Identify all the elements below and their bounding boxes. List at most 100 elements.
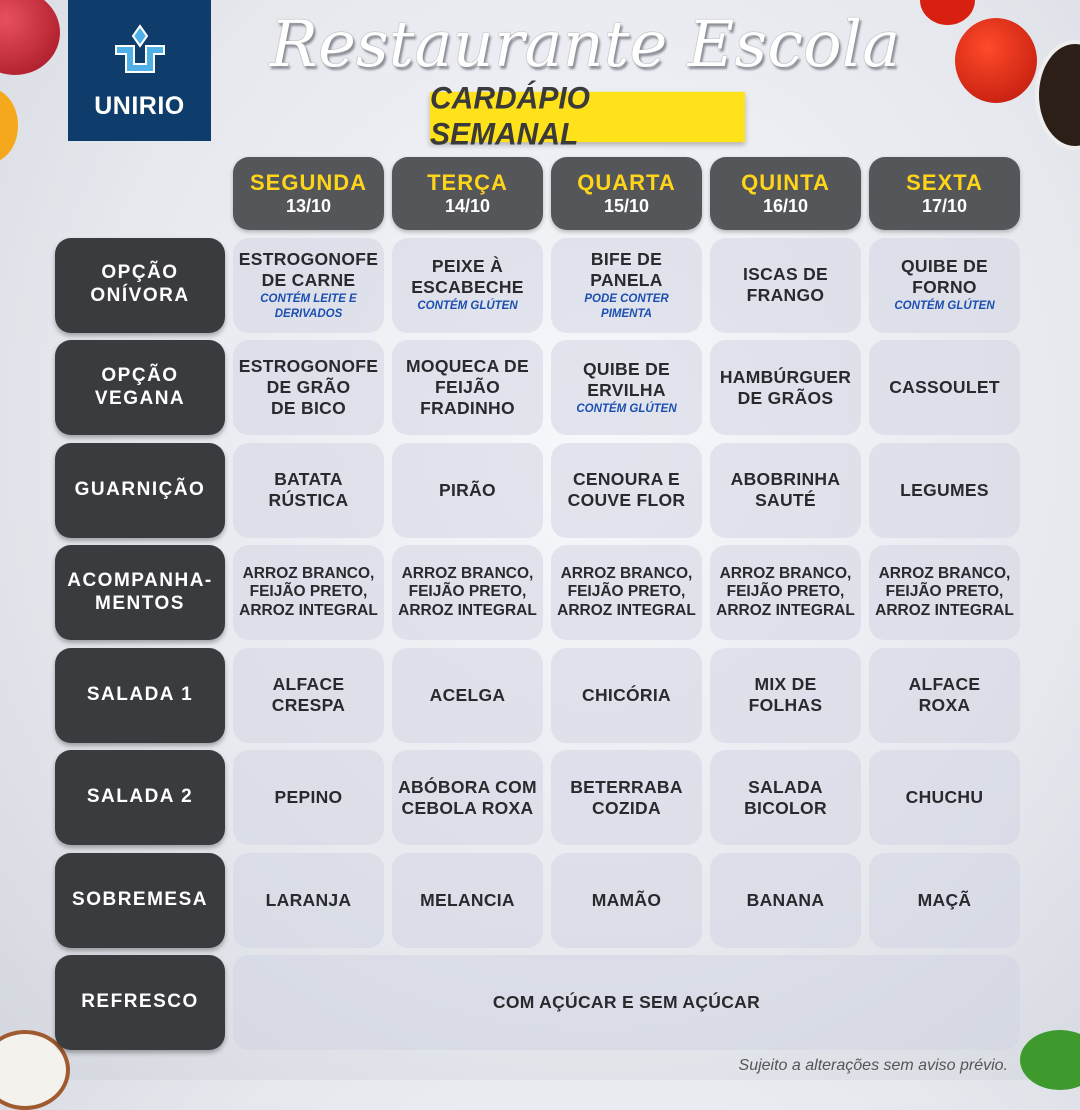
- menu-cell: CASSOULET: [869, 340, 1020, 435]
- peppercorn-bowl-decoration: [1035, 40, 1080, 150]
- menu-cell: BIFE DE PANELA PODE CONTER PIMENTA: [551, 237, 702, 333]
- menu-cell: ISCAS DE FRANGO: [710, 237, 861, 333]
- page-subtitle: CARDÁPIO SEMANAL: [430, 81, 745, 152]
- day-name: QUINTA: [741, 170, 830, 195]
- basil-decoration: [1020, 1030, 1080, 1090]
- dish-name: ARROZ BRANCO, FEIJÃO PRETO, ARROZ INTEGR…: [557, 564, 696, 619]
- day-name: TERÇA: [427, 170, 508, 195]
- menu-cell: MAÇÃ: [869, 852, 1020, 948]
- page-title: Restaurante Escola: [269, 8, 901, 82]
- dish-name: ISCAS DE FRANGO: [742, 264, 829, 305]
- menu-cell: ABOBRINHA SAUTÉ: [710, 442, 861, 538]
- dish-name: PEIXE À ESCABECHE: [411, 256, 524, 298]
- dish-name: MOQUECA DE FEIJÃO FRADINHO: [406, 356, 529, 418]
- dish-name: CHICÓRIA: [582, 684, 671, 705]
- dish-name: ARROZ BRANCO, FEIJÃO PRETO, ARROZ INTEGR…: [239, 564, 378, 619]
- row-header: OPÇÃO VEGANA: [55, 340, 225, 435]
- row-header: REFRESCO: [55, 955, 225, 1050]
- dish-name: ALFACE ROXA: [908, 674, 981, 715]
- dish-name: MIX DE FOLHAS: [748, 674, 823, 715]
- menu-cell: ALFACE CRESPA: [233, 647, 384, 743]
- dish-name: HAMBÚRGUER DE GRÃOS: [719, 366, 852, 408]
- allergen-note: CONTÉM GLÚTEN: [576, 402, 677, 415]
- dish-name: ESTROGONOFE DE GRÃO DE BICO: [238, 356, 379, 418]
- day-date: 15/10: [603, 196, 650, 216]
- dish-name: CASSOULET: [889, 377, 1000, 397]
- row-header: SOBREMESA: [55, 852, 225, 948]
- dish-name: QUIBE DE ERVILHA: [583, 358, 670, 400]
- day-header: SEGUNDA 13/10: [233, 157, 384, 230]
- row-header: GUARNIÇÃO: [55, 442, 225, 538]
- day-header: QUINTA 16/10: [710, 157, 861, 230]
- row-header: ACOMPANHA- MENTOS: [55, 545, 225, 640]
- dish-name: LARANJA: [265, 889, 352, 910]
- dish-name: MELANCIA: [420, 889, 515, 910]
- allergen-note: CONTÉM GLÚTEN: [417, 300, 518, 313]
- menu-cell: ESTROGONOFE DE CARNE CONTÉM LEITE E DERIV…: [233, 237, 384, 333]
- dish-name: PIRÃO: [439, 479, 496, 500]
- menu-cell: ARROZ BRANCO, FEIJÃO PRETO, ARROZ INTEGR…: [233, 545, 384, 640]
- menu-cell: ABÓBORA COM CEBOLA ROXA: [392, 750, 543, 845]
- unirio-emblem-icon: [114, 24, 165, 73]
- corner-spacer: [55, 157, 225, 230]
- dish-name: ESTROGONOFE DE CARNE: [238, 248, 379, 290]
- dish-name: SALADA BICOLOR: [744, 776, 827, 818]
- tomato-decoration: [920, 0, 975, 25]
- menu-cell: CENOURA E COUVE FLOR: [551, 442, 702, 538]
- menu-cell: ARROZ BRANCO, FEIJÃO PRETO, ARROZ INTEGR…: [710, 545, 861, 640]
- menu-cell: BETERRABA COZIDA: [551, 750, 702, 845]
- menu-cell: ARROZ BRANCO, FEIJÃO PRETO, ARROZ INTEGR…: [869, 545, 1020, 640]
- day-date: 13/10: [285, 196, 332, 216]
- menu-cell: ACELGA: [392, 647, 543, 743]
- menu-cell: LARANJA: [233, 852, 384, 948]
- menu-cell: MIX DE FOLHAS: [710, 647, 861, 743]
- apple-decoration: [0, 0, 60, 75]
- menu-grid: SEGUNDA 13/10 TERÇA 14/10 QUARTA 15/10 QUINTA 1…: [55, 157, 1020, 1050]
- menu-cell: PEPINO: [233, 750, 384, 845]
- dish-name: QUIBE DE FORNO: [901, 256, 988, 298]
- day-header: QUARTA 15/10: [551, 157, 702, 230]
- dish-name: ARROZ BRANCO, FEIJÃO PRETO, ARROZ INTEGR…: [716, 564, 855, 619]
- allergen-note: CONTÉM LEITE E DERIVADOS: [260, 292, 357, 320]
- row-header: SALADA 1: [55, 647, 225, 743]
- dish-name: ARROZ BRANCO, FEIJÃO PRETO, ARROZ INTEGR…: [875, 564, 1014, 619]
- disclaimer: Sujeito a alterações sem aviso prévio.: [738, 1057, 1008, 1074]
- dish-name: ALFACE CRESPA: [271, 674, 346, 715]
- menu-cell: BATATA RÚSTICA: [233, 442, 384, 538]
- menu-cell: ALFACE ROXA: [869, 647, 1020, 743]
- menu-cell: ARROZ BRANCO, FEIJÃO PRETO, ARROZ INTEGR…: [551, 545, 702, 640]
- menu-cell: QUIBE DE ERVILHA CONTÉM GLÚTEN: [551, 340, 702, 435]
- menu-cell: QUIBE DE FORNO CONTÉM GLÚTEN: [869, 237, 1020, 333]
- dish-name: ACELGA: [429, 684, 506, 705]
- logo-text: UNIRIO: [94, 92, 185, 120]
- day-header: TERÇA 14/10: [392, 157, 543, 230]
- dish-name: LEGUMES: [900, 479, 989, 500]
- tomato-decoration: [955, 18, 1037, 103]
- menu-cell: MOQUECA DE FEIJÃO FRADINHO: [392, 340, 543, 435]
- allergen-note: CONTÉM GLÚTEN: [894, 300, 995, 313]
- day-date: 14/10: [444, 196, 491, 216]
- menu-cell-refresco: COM AÇÚCAR E SEM AÇÚCAR: [233, 955, 1020, 1050]
- menu-cell: LEGUMES: [869, 442, 1020, 538]
- row-header: OPÇÃO ONÍVORA: [55, 237, 225, 333]
- orange-decoration: [0, 88, 18, 163]
- day-header: SEXTA 17/10: [869, 157, 1020, 230]
- day-date: 16/10: [762, 196, 809, 216]
- refresco-text: COM AÇÚCAR E SEM AÇÚCAR: [492, 992, 761, 1012]
- dish-name: PEPINO: [274, 787, 343, 807]
- dish-name: BIFE DE PANELA: [590, 248, 663, 290]
- day-date: 17/10: [921, 196, 968, 216]
- menu-cell: ARROZ BRANCO, FEIJÃO PRETO, ARROZ INTEGR…: [392, 545, 543, 640]
- dish-name: BETERRABA COZIDA: [570, 776, 683, 818]
- menu-cell: SALADA BICOLOR: [710, 750, 861, 845]
- menu-cell: CHICÓRIA: [551, 647, 702, 743]
- dish-name: ABOBRINHA SAUTÉ: [730, 469, 841, 510]
- row-header: SALADA 2: [55, 750, 225, 845]
- menu-cell: BANANA: [710, 852, 861, 948]
- dish-name: CHUCHU: [905, 787, 984, 807]
- dish-name: MAMÃO: [591, 889, 662, 910]
- menu-cell: CHUCHU: [869, 750, 1020, 845]
- menu-cell: MELANCIA: [392, 852, 543, 948]
- menu-cell: PEIXE À ESCABECHE CONTÉM GLÚTEN: [392, 237, 543, 333]
- dish-name: ABÓBORA COM CEBOLA ROXA: [398, 776, 537, 818]
